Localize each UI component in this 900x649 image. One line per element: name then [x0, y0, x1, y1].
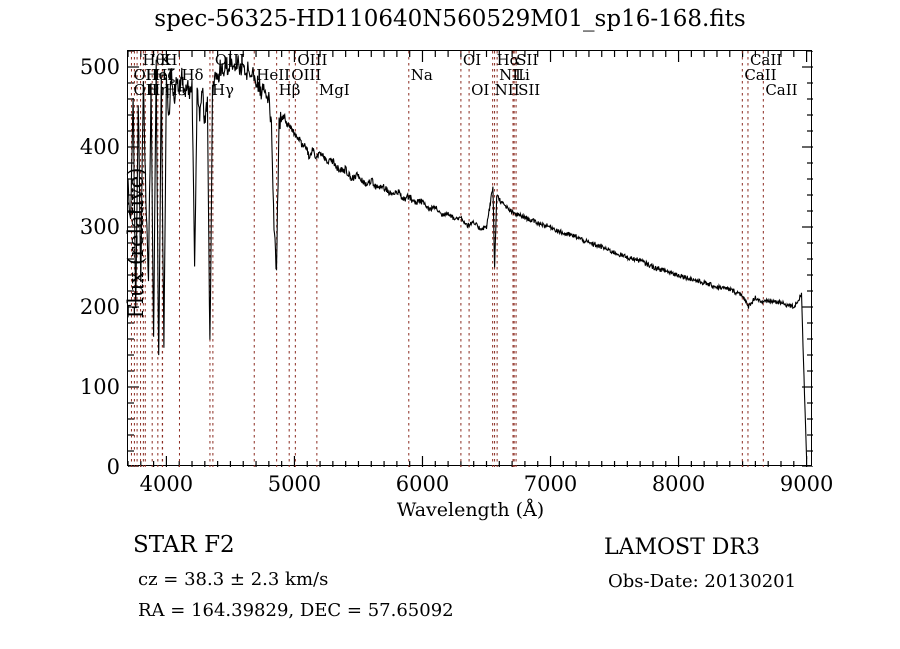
line-marker-group — [130, 51, 764, 467]
y-tick-label-500: 500 — [79, 55, 120, 79]
spectral-line-label: Hδ — [181, 66, 204, 84]
x-tick-label-9000: 9000 — [779, 472, 834, 496]
x-tick-label-8000: 8000 — [651, 472, 706, 496]
x-axis-label: Wavelength (Å) — [396, 499, 545, 521]
x-tick-label-5000: 5000 — [267, 472, 322, 496]
spectrum-plot-frame: Flux (relative) 0 100 200 300 400 500 4000 500… — [80, 50, 833, 521]
spectral-line-label: K — [159, 51, 172, 69]
spectral-line-label: OIII — [291, 66, 322, 84]
y-tick-label-100: 100 — [79, 375, 120, 399]
spectral-line-label: Na — [410, 66, 433, 84]
survey-text: LAMOST DR3 — [604, 535, 760, 560]
y-tick-label-0: 0 — [106, 455, 120, 479]
spectral-line-label: CaII — [749, 51, 783, 69]
spectral-line-label: OI — [462, 51, 482, 69]
x-tick-label-7000: 7000 — [523, 472, 578, 496]
spectral-line-label: Hη — [147, 81, 170, 99]
spectral-line-label: HeI — [145, 66, 174, 84]
spectral-line-label: CaII — [765, 81, 798, 99]
spectral-line-label: NII — [494, 81, 520, 99]
spectral-line-label: MgI — [318, 81, 350, 99]
spectral-line-label: H — [164, 51, 178, 69]
spectral-line-label: Hζ — [154, 66, 176, 84]
spectral-line-label: Hα — [496, 51, 520, 69]
axis-ticks — [128, 51, 813, 467]
spectral-line-label: OII — [133, 81, 158, 99]
ra-dec-text: RA = 164.39829, DEC = 57.65092 — [138, 600, 454, 621]
spectral-line-label: NII — [499, 66, 525, 84]
spectral-line-label: Hθ — [142, 51, 165, 69]
spectral-line-label: Hβ — [278, 81, 301, 99]
cz-text: cz = 38.3 ± 2.3 km/s — [138, 569, 329, 590]
spectrum-curve — [128, 53, 808, 460]
obs-date-text: Obs-Date: 20130201 — [608, 571, 797, 592]
spectral-line-label: Hγ — [211, 81, 234, 99]
y-tick-label-200: 200 — [79, 295, 120, 319]
y-tick-label-300: 300 — [79, 215, 120, 239]
spectral-line-label: Li — [515, 66, 530, 84]
spectral-line-label: OII — [133, 66, 158, 84]
object-class-text: STAR F2 — [133, 532, 235, 558]
spectral-line-label: OI — [471, 81, 490, 99]
spectral-line-label: Hε — [164, 81, 186, 99]
x-tick-label-4000: 4000 — [139, 472, 194, 496]
plot-title: spec-56325-HD110640N560529M01_sp16-168.f… — [154, 6, 746, 32]
y-tick-label-400: 400 — [79, 135, 120, 159]
spectral-line-label: HeII — [256, 66, 291, 84]
spectral-line-label: OIII — [297, 51, 328, 69]
spectral-line-label: OIII — [214, 51, 245, 69]
spectrum-canvas — [128, 51, 813, 467]
x-tick-label-6000: 6000 — [395, 472, 450, 496]
spectral-line-label: CaII — [744, 66, 777, 84]
spectral-line-label: SII — [518, 81, 541, 99]
spectral-line-label: SII — [516, 51, 539, 69]
